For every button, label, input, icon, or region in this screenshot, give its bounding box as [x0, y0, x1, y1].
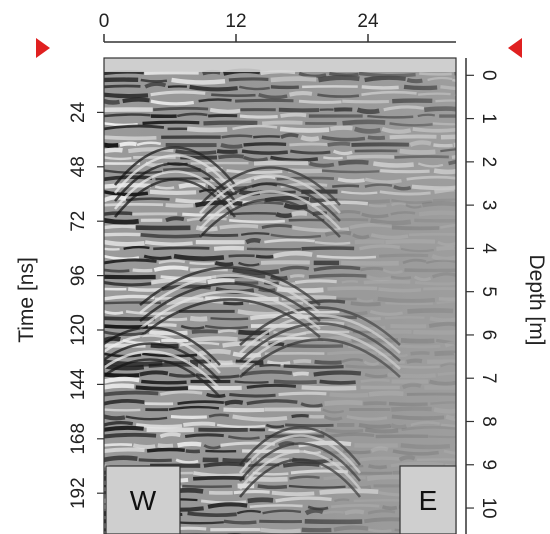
right-tick-label: 5 — [478, 286, 499, 297]
east-label: E — [419, 485, 438, 516]
left-tick-label: 144 — [68, 368, 89, 400]
left-tick-label: 24 — [68, 101, 89, 123]
radargram-image — [104, 58, 456, 534]
left-tick-label: 192 — [68, 477, 89, 509]
right-tick-label: 0 — [478, 70, 499, 81]
right-tick-label: 9 — [478, 459, 499, 470]
right-marker-triangle — [508, 38, 522, 58]
right-axis: 0 1 2 3 4 5 6 7 8 9 10 Depth [m] — [465, 58, 548, 534]
top-axis: 0 12 24 — [99, 11, 456, 43]
top-tick-label: 0 — [99, 11, 110, 32]
right-axis-title: Depth [m] — [525, 254, 548, 345]
east-label-box: E — [399, 465, 457, 534]
right-tick-label: 2 — [478, 157, 499, 168]
left-tick-label: 96 — [68, 265, 89, 286]
right-tick-label: 6 — [478, 330, 499, 341]
left-tick-label: 72 — [68, 211, 89, 232]
plot-frame — [103, 57, 457, 534]
west-label-box: W — [105, 465, 181, 534]
right-tick-label: 10 — [478, 497, 499, 518]
left-tick-label: 48 — [68, 156, 89, 177]
left-tick-label: 120 — [68, 314, 89, 346]
left-marker-triangle — [36, 38, 50, 58]
left-axis-title: Time [ns] — [15, 257, 38, 343]
right-tick-label: 8 — [478, 416, 499, 427]
right-tick-label: 3 — [478, 200, 499, 211]
right-tick-label: 1 — [478, 113, 499, 124]
right-tick-label: 4 — [478, 243, 499, 254]
right-tick-label: 7 — [478, 373, 499, 384]
top-tick-label: 12 — [225, 11, 246, 32]
left-tick-label: 168 — [68, 423, 89, 455]
top-tick-label: 24 — [357, 11, 379, 32]
left-axis: 24 48 72 96 120 144 168 192 Time [ns] — [15, 101, 104, 509]
west-label: W — [130, 485, 157, 516]
